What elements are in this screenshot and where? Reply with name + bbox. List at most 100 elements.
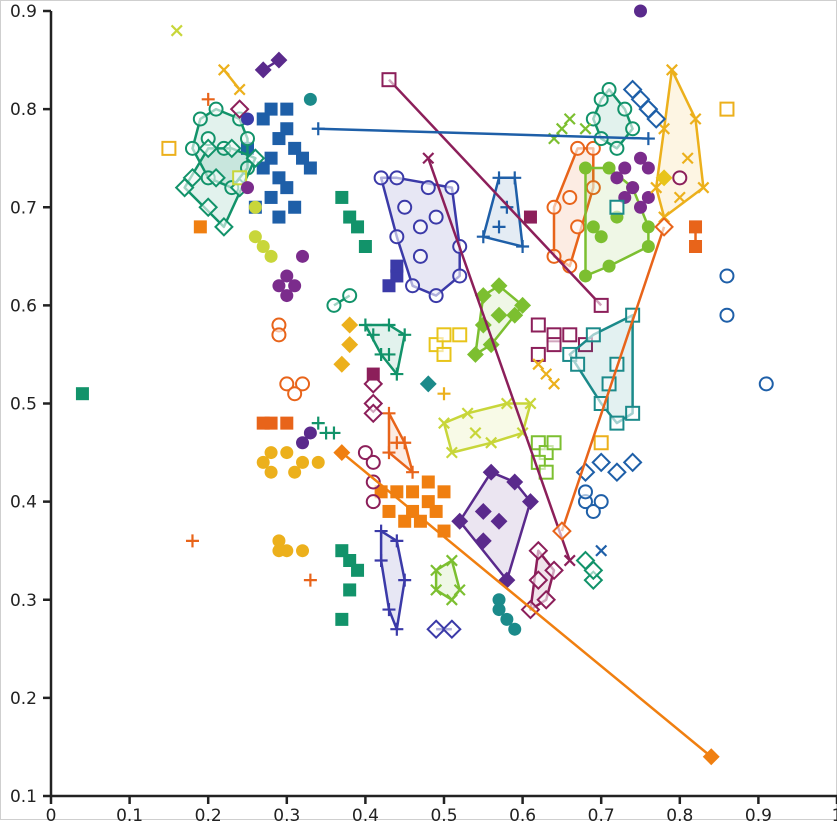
cluster-31: [374, 524, 412, 636]
data-point-108: [697, 181, 710, 194]
data-point-233: [500, 612, 514, 626]
data-point-106: [665, 63, 678, 76]
data-point-91: [641, 220, 655, 234]
data-point-144: [530, 317, 546, 333]
cluster-63: [419, 375, 437, 393]
data-point-114: [593, 91, 609, 107]
data-point-306: [229, 99, 250, 119]
cluster-15: [622, 79, 667, 129]
data-point-15: [264, 151, 278, 165]
data-point-231: [528, 570, 549, 590]
data-point-54: [311, 455, 325, 469]
data-point-228: [544, 560, 564, 581]
data-point-125: [638, 99, 659, 119]
data-point-225: [445, 593, 458, 606]
data-point-178: [363, 403, 384, 424]
data-point-292: [311, 122, 325, 136]
data-point-77: [516, 240, 530, 253]
data-point-165: [445, 446, 458, 459]
data-point-146: [562, 327, 578, 343]
data-point-130: [382, 318, 396, 332]
data-point-53: [296, 455, 310, 469]
data-point-81: [585, 140, 601, 156]
data-point-196: [506, 473, 524, 491]
cluster-27: [451, 463, 539, 589]
y-tick-label: 0.8: [10, 100, 37, 120]
data-point-202: [490, 512, 508, 530]
cluster-45: [548, 112, 592, 145]
data-point-117: [625, 121, 641, 137]
cluster-47: [170, 24, 183, 37]
data-point-261: [382, 279, 396, 293]
data-point-111: [650, 181, 663, 194]
data-point-193: [365, 474, 381, 490]
data-point-14: [303, 161, 317, 175]
cluster-42: [382, 259, 404, 293]
data-point-93: [602, 259, 616, 273]
data-point-234: [508, 622, 522, 636]
cluster-10: [546, 140, 601, 274]
data-point-40: [272, 279, 286, 293]
data-point-281: [161, 140, 177, 156]
data-point-162: [524, 397, 537, 410]
cluster-3: [248, 200, 278, 263]
data-point-301: [654, 217, 674, 237]
x-tick-label: 0.6: [509, 806, 536, 821]
data-point-138: [514, 296, 532, 314]
data-point-112: [658, 122, 671, 135]
data-point-260: [270, 51, 288, 69]
cluster-link: [560, 226, 666, 532]
x-tick-label: 0.7: [588, 806, 615, 821]
data-point-131: [398, 328, 412, 342]
data-point-191: [357, 445, 373, 461]
data-point-148: [530, 346, 546, 362]
cluster-41: [254, 51, 288, 79]
data-point-156: [570, 356, 586, 372]
data-point-17: [192, 111, 208, 127]
cluster-51: [381, 72, 609, 313]
data-point-299: [333, 444, 351, 462]
data-point-190: [421, 475, 435, 489]
data-point-109: [673, 191, 686, 204]
data-point-85: [546, 199, 562, 215]
data-point-41: [288, 279, 302, 293]
data-point-310: [609, 199, 625, 215]
data-point-293: [641, 132, 655, 146]
data-point-208: [585, 503, 601, 519]
data-point-288: [689, 240, 703, 253]
data-point-73: [397, 199, 413, 215]
data-point-115: [601, 82, 617, 97]
data-point-76: [508, 171, 522, 185]
data-point-173: [406, 465, 420, 479]
data-point-129: [358, 318, 372, 332]
data-point-4: [272, 132, 286, 146]
data-point-223: [445, 554, 458, 567]
data-point-201: [474, 502, 492, 520]
cluster-6: [256, 446, 325, 479]
data-point-218: [398, 573, 412, 587]
data-point-88: [578, 161, 592, 175]
data-point-153: [625, 405, 641, 421]
data-point-266: [303, 426, 317, 440]
cluster-17: [358, 318, 412, 381]
data-point-169: [452, 327, 468, 343]
data-point-273: [548, 377, 561, 390]
data-point-285: [593, 297, 609, 313]
data-point-226: [430, 583, 443, 596]
cluster-16: [719, 268, 774, 392]
data-point-100: [634, 151, 647, 165]
data-point-200: [451, 512, 469, 530]
cluster-46: [532, 358, 561, 390]
cluster-28: [575, 452, 643, 483]
data-point-160: [461, 407, 474, 420]
data-point-264: [326, 297, 342, 313]
data-point-279: [303, 573, 317, 587]
data-point-126: [719, 268, 735, 284]
cluster-33: [520, 540, 564, 620]
data-point-307: [232, 170, 248, 186]
data-point-78: [500, 200, 514, 214]
data-point-46: [271, 327, 287, 343]
data-point-220: [382, 603, 396, 617]
data-point-249: [583, 560, 604, 581]
data-point-171: [382, 406, 396, 420]
